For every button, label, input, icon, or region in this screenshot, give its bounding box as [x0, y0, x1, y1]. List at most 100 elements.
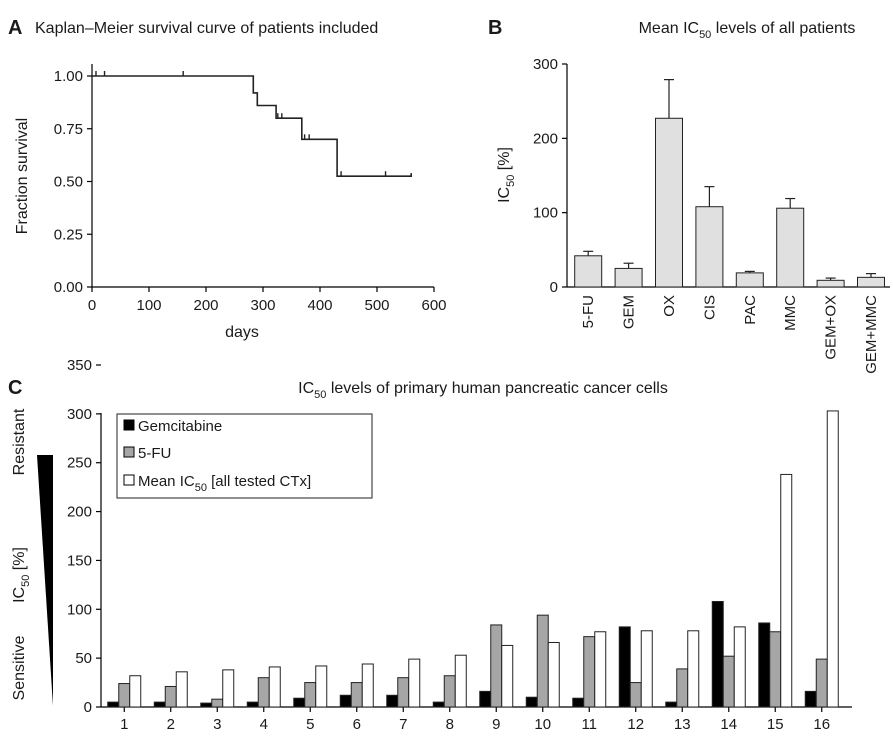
panel-a-ytick-label: 0.25 — [54, 226, 83, 243]
panel-b-bar — [655, 117, 683, 288]
panel-c-title: IC50 levels of primary human pancreatic … — [298, 380, 668, 401]
panel-c-xtick-label: 9 — [492, 716, 500, 733]
bar-gemcitabine — [246, 701, 259, 708]
panel-a-xtick-label: 500 — [364, 297, 389, 314]
survival-curve — [92, 75, 412, 177]
panel-c-letter: C — [8, 377, 22, 399]
panel-a-xlabel: days — [225, 324, 259, 341]
panel-c-resistant-label: Resistant — [11, 408, 28, 475]
bar-gemcitabine — [665, 701, 678, 708]
panel-a-xtick-label: 300 — [250, 297, 275, 314]
panel-c-xtick-label: 10 — [534, 716, 551, 733]
panel-a-ytick-label: 0.50 — [54, 174, 83, 191]
bar-gemcitabine — [758, 622, 771, 708]
panel-a-xtick-label: 200 — [193, 297, 218, 314]
panel-c-xtick-label: 11 — [581, 716, 597, 733]
panel-c-xtick-label: 14 — [720, 716, 737, 733]
panel-b-category-label: GEM — [621, 295, 638, 329]
panel-b-ytick-label: 200 — [533, 130, 558, 147]
bar-gemcitabine — [711, 600, 724, 708]
bar-mean-ic50 — [361, 663, 374, 708]
legend-label-mean: Mean IC50 [all tested CTx] — [138, 473, 311, 494]
bar-gemcitabine — [804, 690, 817, 708]
bar-mean-ic50 — [733, 626, 746, 708]
panel-c: C IC50 levels of primary human pancreati… — [8, 357, 852, 733]
panel-b-bar — [614, 267, 643, 288]
panel-c-ytick-label: 250 — [67, 455, 92, 472]
panel-c-sensitive-label: Sensitive — [11, 635, 28, 700]
panel-b-bar — [816, 279, 845, 288]
panel-b: B Mean IC50 levels of all patients IC50 … — [488, 17, 890, 374]
panel-c-ytick-label: 0 — [84, 699, 92, 716]
panel-b-category-label: GEM+MMC — [863, 295, 880, 374]
bar-5fu — [211, 698, 224, 708]
panel-c-xtick-label: 2 — [167, 716, 175, 733]
panel-a-ytick-label: 0.00 — [54, 279, 83, 296]
bar-5fu — [583, 636, 596, 708]
bar-5fu — [676, 668, 689, 708]
legend-swatch-mean — [123, 474, 135, 486]
bar-5fu — [536, 614, 549, 708]
panel-c-ytick-label: 50 — [75, 650, 92, 667]
panel-c-ytick-label: 100 — [67, 601, 92, 618]
panel-a-ytick-label: 0.75 — [54, 121, 83, 138]
panel-b-ylabel: IC50 [%] — [496, 147, 517, 203]
bar-mean-ic50 — [594, 631, 607, 708]
panel-a-ytick-label: 1.00 — [54, 68, 83, 85]
bar-mean-ic50 — [175, 671, 188, 708]
bar-5fu — [397, 677, 410, 708]
panel-b-letter: B — [488, 17, 502, 39]
bar-gemcitabine — [293, 697, 306, 708]
panel-b-title: Mean IC50 levels of all patients — [639, 20, 856, 41]
legend-box — [116, 413, 373, 499]
panel-c-ylabel: IC50 [%] — [11, 547, 32, 603]
bar-5fu — [118, 683, 131, 708]
panel-a-xtick-label: 100 — [136, 297, 161, 314]
bar-5fu — [304, 682, 317, 708]
legend-swatch-5fu — [123, 446, 135, 458]
legend-swatch-gemcitabine — [123, 419, 135, 431]
bar-mean-ic50 — [315, 665, 328, 708]
panel-a-xtick-label: 0 — [88, 297, 96, 314]
bar-gemcitabine — [339, 694, 352, 708]
panel-b-bar — [857, 276, 885, 288]
panel-c-xtick-label: 3 — [213, 716, 221, 733]
panel-b-category-label: 5-FU — [580, 295, 597, 328]
panel-b-ytick-label: 100 — [533, 205, 558, 222]
bar-mean-ic50 — [687, 630, 700, 708]
bar-5fu — [815, 658, 828, 708]
panel-b-category-label: CIS — [701, 295, 718, 320]
panel-a-title: Kaplan–Meier survival curve of patients … — [35, 20, 378, 37]
bar-gemcitabine — [525, 696, 538, 708]
panel-b-bar — [735, 272, 764, 288]
panel-a-xtick-label: 600 — [421, 297, 446, 314]
panel-c-xtick-label: 8 — [446, 716, 454, 733]
bar-gemcitabine — [572, 697, 585, 708]
bar-5fu — [164, 685, 177, 708]
panel-c-xtick-label: 6 — [353, 716, 361, 733]
bar-mean-ic50 — [780, 473, 793, 708]
panel-b-category-label: MMC — [782, 295, 799, 331]
panel-c-xtick-label: 5 — [306, 716, 314, 733]
bar-gemcitabine — [618, 626, 631, 708]
panel-c-xtick-label: 4 — [260, 716, 268, 733]
panel-c-xtick-label: 16 — [813, 716, 830, 733]
panel-b-bar — [695, 206, 724, 288]
panel-c-ytick-label: 350 — [67, 357, 92, 374]
bar-5fu — [769, 631, 782, 708]
panel-a-ylabel: Fraction survival — [14, 118, 31, 234]
panel-b-bar — [776, 207, 805, 288]
bar-5fu — [490, 624, 503, 708]
panel-c-ytick-label: 300 — [67, 406, 92, 423]
panel-c-xtick-label: 15 — [767, 716, 784, 733]
bar-5fu — [257, 677, 270, 708]
panel-b-ytick-label: 0 — [550, 279, 558, 296]
bar-mean-ic50 — [222, 669, 235, 708]
panel-c-xtick-label: 12 — [627, 716, 644, 733]
panel-c-ytick-label: 150 — [67, 552, 92, 569]
bar-gemcitabine — [432, 701, 445, 708]
panel-a: A Kaplan–Meier survival curve of patient… — [8, 17, 447, 341]
bar-5fu — [443, 675, 456, 708]
bar-mean-ic50 — [408, 658, 421, 708]
